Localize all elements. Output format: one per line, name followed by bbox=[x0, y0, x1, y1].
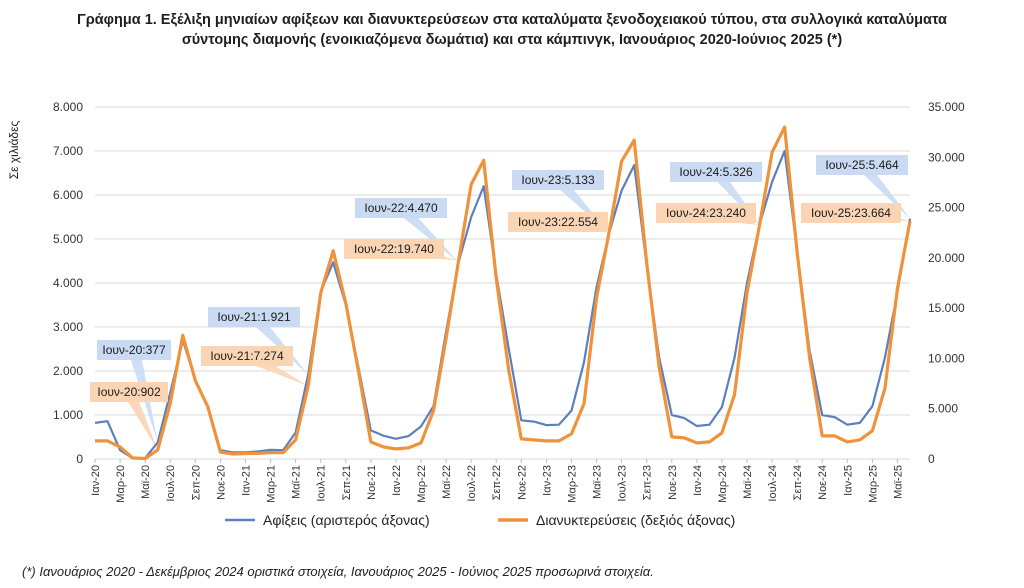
x-axis-tick-label: Ιαν-20 bbox=[90, 465, 102, 496]
legend: Αφίξεις (αριστερός άξονας) Διανυκτερεύσει… bbox=[225, 512, 735, 528]
callout-label: Ιουν-21:1.921 bbox=[217, 310, 291, 324]
left-axis-title: Σε χιλιάδες bbox=[7, 121, 21, 180]
chart-title-line1: Γράφημα 1. Εξέλιξη μηνιαίων αφίξεων και … bbox=[77, 12, 947, 28]
chart-title: Γράφημα 1. Εξέλιξη μηνιαίων αφίξεων και … bbox=[10, 10, 1014, 50]
left-axis-tick-label: 5.000 bbox=[53, 232, 83, 246]
x-axis-tick-label: Σεπ-23 bbox=[642, 465, 654, 500]
callout-box bbox=[512, 170, 604, 190]
callout-box bbox=[801, 203, 901, 223]
callout-label: Ιουν-20:377 bbox=[102, 343, 166, 357]
callout-label: Ιουν-20:902 bbox=[97, 385, 161, 399]
x-axis-tick-label: Μαϊ-25 bbox=[892, 465, 904, 499]
x-axis-tick-label: Μαϊ-20 bbox=[140, 465, 152, 499]
left-axis-tick-label: 3.000 bbox=[53, 320, 83, 334]
right-axis-tick-label: 20.000 bbox=[928, 251, 965, 265]
right-axis-tick-label: 30.000 bbox=[928, 150, 965, 164]
callout-box bbox=[508, 212, 608, 232]
x-axis-tick-label: Ιουλ-21 bbox=[316, 465, 328, 502]
x-axis-tick-label: Μαρ-23 bbox=[566, 465, 578, 503]
right-axis-tick-label: 0 bbox=[928, 452, 935, 466]
x-axis-tick-label: Ιαν-25 bbox=[842, 465, 854, 496]
x-axis-tick-label: Νοε-22 bbox=[516, 465, 528, 500]
x-axis-tick-label: Ιαν-21 bbox=[240, 465, 252, 496]
legend-label: Διανυκτερεύσεις (δεξιός άξονας) bbox=[536, 512, 735, 528]
series-line-overnights bbox=[95, 125, 912, 461]
right-axis-tick-label: 35.000 bbox=[928, 100, 965, 114]
x-axis-tick-label: Νοε-23 bbox=[667, 465, 679, 500]
left-axis-tick-label: 8.000 bbox=[53, 100, 83, 114]
x-axis-tick-label: Μαρ-21 bbox=[266, 465, 278, 503]
x-axis-tick-label: Μαρ-20 bbox=[115, 465, 127, 503]
callout-box bbox=[97, 340, 171, 360]
x-axis-tick-label: Μαρ-25 bbox=[867, 465, 879, 503]
x-axis-tick-label: Ιουλ-24 bbox=[767, 465, 779, 502]
x-axis-tick-label: Ιουλ-20 bbox=[165, 465, 177, 502]
callout-label: Ιουν-24:23.240 bbox=[666, 206, 746, 220]
left-axis-tick-label: 2.000 bbox=[53, 364, 83, 378]
right-axis-tick-label: 10.000 bbox=[928, 351, 965, 365]
x-axis-tick-label: Μαϊ-24 bbox=[742, 465, 754, 499]
x-axis-tick-label: Ιαν-24 bbox=[692, 465, 704, 496]
callout-box bbox=[208, 307, 300, 327]
axes: 0 1.000 2.000 3.000 4.000 5.000 6.000 7.000 8.00… bbox=[7, 100, 965, 503]
callout-box bbox=[90, 382, 168, 402]
callout-label: Ιουν-22:4.470 bbox=[364, 201, 438, 215]
x-axis-tick-label: Ιουλ-22 bbox=[466, 465, 478, 502]
left-axis-tick-label: 6.000 bbox=[53, 188, 83, 202]
callout-pointer bbox=[123, 389, 158, 450]
legend-label: Αφίξεις (αριστερός άξονας) bbox=[263, 512, 430, 528]
left-axis-tick-label: 7.000 bbox=[53, 144, 83, 158]
x-axis-tick-label: Σεπ-20 bbox=[190, 465, 202, 500]
x-axis-tick-label: Σεπ-24 bbox=[792, 465, 804, 500]
callouts: Ιουν-20:377 Ιουν-20:902 Ιουν-21:1.921 Ιουν-… bbox=[90, 155, 908, 402]
x-axis-tick-label: Μαϊ-22 bbox=[441, 465, 453, 499]
callout-pointer bbox=[249, 312, 309, 375]
footnote: (*) Ιανουάριος 2020 - Δεκέμβριος 2024 ορ… bbox=[22, 564, 654, 579]
callout-box bbox=[201, 346, 293, 366]
callout-label: Ιουν-24:5.326 bbox=[679, 165, 753, 179]
callout-box bbox=[816, 155, 908, 175]
callout-label: Ιουν-23:5.133 bbox=[521, 173, 595, 187]
series-lines bbox=[94, 125, 912, 461]
right-axis-tick-label: 5.000 bbox=[928, 402, 958, 416]
callout-box bbox=[656, 203, 756, 223]
callout-box bbox=[344, 239, 444, 259]
right-axis-tick-label: 15.000 bbox=[928, 301, 965, 315]
x-axis-tick-label: Νοε-20 bbox=[215, 465, 227, 500]
callout-box bbox=[355, 198, 447, 218]
x-axis-tick-label: Μαρ-22 bbox=[416, 465, 428, 503]
left-axis-tick-label: 4.000 bbox=[53, 276, 83, 290]
callout-label: Ιουν-25:23.664 bbox=[811, 206, 891, 220]
chart-title-line2: σύντομης διαμονής (ενοικιαζόμενα δωμάτια… bbox=[181, 32, 843, 48]
x-axis-tick-label: Σεπ-21 bbox=[341, 465, 353, 500]
callout-box bbox=[670, 162, 762, 182]
callout-label: Ιουν-23:22.554 bbox=[518, 215, 598, 229]
left-axis-tick-label: 1.000 bbox=[53, 408, 83, 422]
callout-label: Ιουν-21:7.274 bbox=[210, 349, 284, 363]
x-axis-tick-label: Σεπ-22 bbox=[491, 465, 503, 500]
callout-label: Ιουν-22:19.740 bbox=[354, 242, 434, 256]
callout-label: Ιουν-25:5.464 bbox=[825, 158, 899, 172]
x-axis-tick-label: Νοε-24 bbox=[817, 465, 829, 500]
right-axis-tick-label: 25.000 bbox=[928, 201, 965, 215]
x-axis-tick-label: Ιαν-22 bbox=[391, 465, 403, 496]
x-axis-tick-label: Ιουλ-23 bbox=[617, 465, 629, 502]
x-axis-tick-label: Νοε-21 bbox=[366, 465, 378, 500]
left-axis-tick-label: 0 bbox=[76, 452, 83, 466]
x-axis-tick-label: Μαρ-24 bbox=[717, 465, 729, 503]
x-axis-tick-label: Ιαν-23 bbox=[541, 465, 553, 496]
line-chart: 0 1.000 2.000 3.000 4.000 5.000 6.000 7.000 8.00… bbox=[7, 100, 965, 528]
series-line-arrivals bbox=[94, 149, 912, 460]
x-axis-tick-label: Μαϊ-23 bbox=[592, 465, 604, 499]
x-axis-tick-label: Μαϊ-21 bbox=[291, 465, 303, 499]
